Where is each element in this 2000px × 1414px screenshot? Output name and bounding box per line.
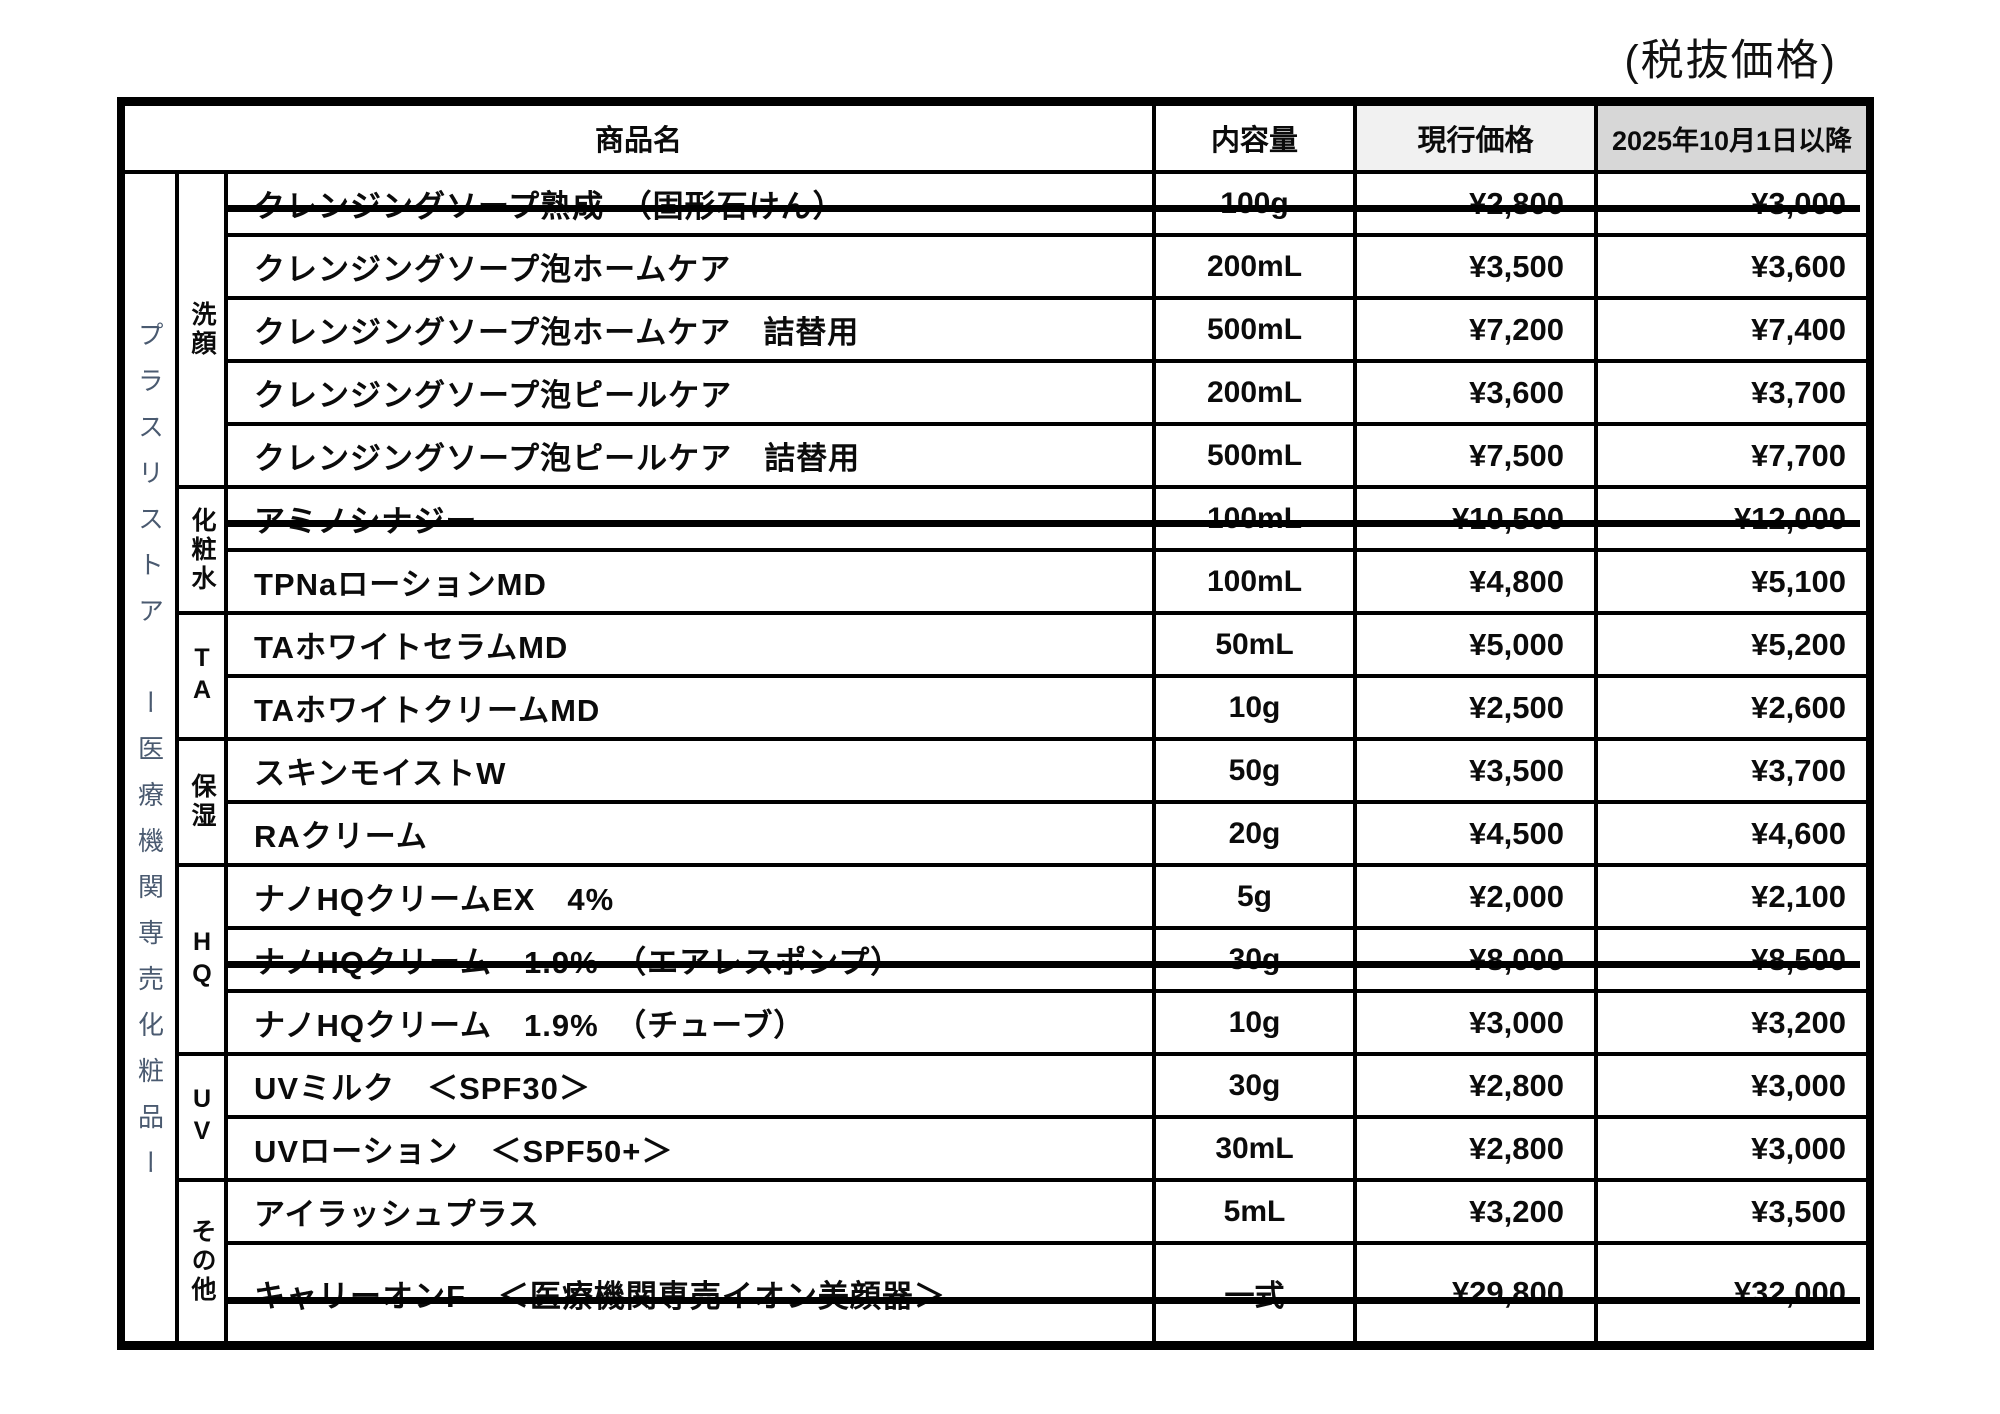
product-name-cell: クレンジングソープ泡ホームケア [228, 237, 1152, 296]
volume-cell: 100mL [1156, 552, 1353, 611]
brand-side-label: プラスリストア ー医療機関専売化粧品ー [125, 174, 175, 1341]
new-price-cell: ¥5,100 [1598, 552, 1866, 611]
category-cell: 洗顔 [179, 174, 224, 485]
product-name-cell: アイラッシュプラス [228, 1182, 1152, 1241]
product-name-cell: クレンジングソープ泡ピールケア 詰替用 [228, 426, 1152, 485]
current-price-cell: ¥2,800 [1357, 174, 1594, 233]
new-price-cell: ¥2,100 [1598, 867, 1866, 926]
volume-cell: 30g [1156, 1056, 1353, 1115]
current-price-cell: ¥10,500 [1357, 489, 1594, 548]
volume-cell: 50mL [1156, 615, 1353, 674]
current-price-cell: ¥5,000 [1357, 615, 1594, 674]
header-volume: 内容量 [1156, 106, 1353, 170]
category-cell: UV [179, 1056, 224, 1178]
current-price-cell: ¥3,000 [1357, 993, 1594, 1052]
discontinued-strikethrough-line [224, 1297, 1860, 1304]
product-name-cell: クレンジングソープ熟成 （固形石けん） [228, 174, 1152, 233]
new-price-cell: ¥7,700 [1598, 426, 1866, 485]
volume-cell: 20g [1156, 804, 1353, 863]
header-current-price: 現行価格 [1357, 106, 1594, 170]
volume-cell: 200mL [1156, 363, 1353, 422]
current-price-cell: ¥4,800 [1357, 552, 1594, 611]
volume-cell: 100g [1156, 174, 1353, 233]
new-price-cell: ¥3,700 [1598, 363, 1866, 422]
product-name-cell: ナノHQクリーム 1.9% （チューブ） [228, 993, 1152, 1052]
category-cell: 化粧水 [179, 489, 224, 611]
volume-cell: 5g [1156, 867, 1353, 926]
product-name-cell: ナノHQクリームEX 4% [228, 867, 1152, 926]
current-price-cell: ¥3,600 [1357, 363, 1594, 422]
new-price-cell: ¥3,600 [1598, 237, 1866, 296]
current-price-cell: ¥2,800 [1357, 1056, 1594, 1115]
product-name-cell: UVローション ＜SPF50+＞ [228, 1119, 1152, 1178]
product-name-cell: クレンジングソープ泡ホームケア 詰替用 [228, 300, 1152, 359]
volume-cell: 30mL [1156, 1119, 1353, 1178]
current-price-cell: ¥7,200 [1357, 300, 1594, 359]
current-price-cell: ¥8,000 [1357, 930, 1594, 989]
product-name-cell: RAクリーム [228, 804, 1152, 863]
discontinued-strikethrough-line [224, 520, 1860, 527]
new-price-cell: ¥5,200 [1598, 615, 1866, 674]
product-name-cell: ナノHQクリーム 1.9% （エアレスポンプ） [228, 930, 1152, 989]
current-price-cell: ¥3,200 [1357, 1182, 1594, 1241]
product-name-cell: スキンモイストW [228, 741, 1152, 800]
price-table: 商品名 内容量 現行価格 2025年10月1日以降 プラスリストア ー医療機関専… [117, 97, 1874, 1350]
product-name-cell: キャリーオンF ＜医療機関専売イオン美顔器＞ [228, 1245, 1152, 1341]
volume-cell: 5mL [1156, 1182, 1353, 1241]
volume-cell: 500mL [1156, 300, 1353, 359]
new-price-cell: ¥3,700 [1598, 741, 1866, 800]
new-price-cell: ¥3,000 [1598, 174, 1866, 233]
product-name-cell: アミノシナジー [228, 489, 1152, 548]
category-cell: TA [179, 615, 224, 737]
product-name-cell: クレンジングソープ泡ピールケア [228, 363, 1152, 422]
header-product-name: 商品名 [125, 106, 1152, 170]
new-price-cell: ¥2,600 [1598, 678, 1866, 737]
discontinued-strikethrough-line [224, 961, 1860, 968]
volume-cell: 10g [1156, 993, 1353, 1052]
volume-cell: 30g [1156, 930, 1353, 989]
volume-cell: 500mL [1156, 426, 1353, 485]
current-price-cell: ¥4,500 [1357, 804, 1594, 863]
current-price-cell: ¥7,500 [1357, 426, 1594, 485]
product-name-cell: TAホワイトセラムMD [228, 615, 1152, 674]
current-price-cell: ¥3,500 [1357, 237, 1594, 296]
new-price-cell: ¥3,200 [1598, 993, 1866, 1052]
category-cell: その他 [179, 1182, 224, 1341]
category-cell: 保湿 [179, 741, 224, 863]
new-price-cell: ¥7,400 [1598, 300, 1866, 359]
current-price-cell: ¥2,800 [1357, 1119, 1594, 1178]
product-name-cell: UVミルク ＜SPF30＞ [228, 1056, 1152, 1115]
volume-cell: 200mL [1156, 237, 1353, 296]
new-price-cell: ¥3,500 [1598, 1182, 1866, 1241]
current-price-cell: ¥29,800 [1357, 1245, 1594, 1341]
product-name-cell: TPNaローションMD [228, 552, 1152, 611]
product-name-cell: TAホワイトクリームMD [228, 678, 1152, 737]
tax-excluded-price-note: (税抜価格) [1624, 37, 1837, 85]
current-price-cell: ¥2,000 [1357, 867, 1594, 926]
discontinued-strikethrough-line [224, 205, 1860, 212]
volume-cell: 10g [1156, 678, 1353, 737]
header-effective-date-price: 2025年10月1日以降 [1598, 106, 1866, 170]
new-price-cell: ¥4,600 [1598, 804, 1866, 863]
new-price-cell: ¥32,000 [1598, 1245, 1866, 1341]
current-price-cell: ¥3,500 [1357, 741, 1594, 800]
volume-cell: 100mL [1156, 489, 1353, 548]
volume-cell: 50g [1156, 741, 1353, 800]
new-price-cell: ¥12,000 [1598, 489, 1866, 548]
new-price-cell: ¥3,000 [1598, 1056, 1866, 1115]
current-price-cell: ¥2,500 [1357, 678, 1594, 737]
category-cell: HQ [179, 867, 224, 1052]
new-price-cell: ¥8,500 [1598, 930, 1866, 989]
volume-cell: 一式 [1156, 1245, 1353, 1341]
new-price-cell: ¥3,000 [1598, 1119, 1866, 1178]
